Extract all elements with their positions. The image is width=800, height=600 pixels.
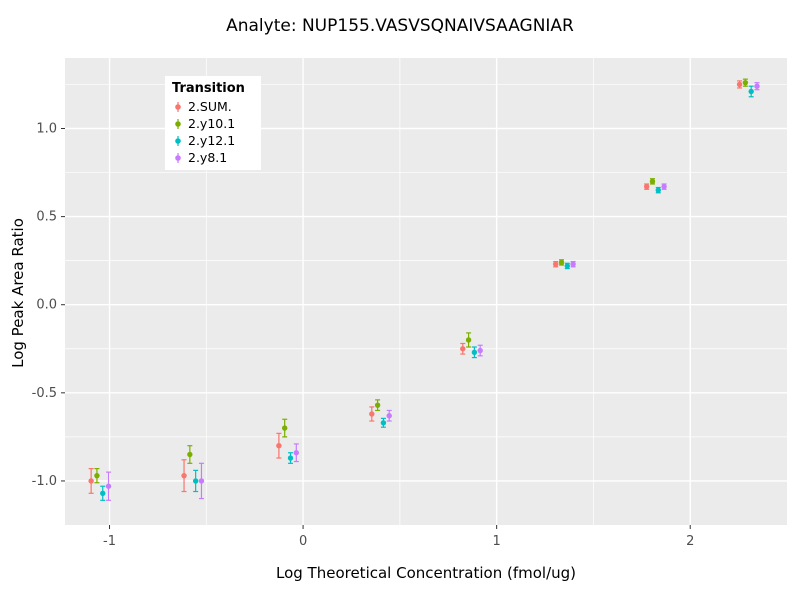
data-point [181,472,187,479]
data-point [281,425,288,431]
data-point [386,413,392,419]
data-point [655,187,661,193]
data-point [369,411,375,417]
y-tick-label: 1.0 [36,121,57,136]
data-point [192,478,199,484]
legend-box [165,76,261,170]
data-point [552,261,559,267]
legend-item-label: 2.y8.1 [188,150,227,165]
data-point [100,490,106,496]
x-tick-label: 0 [299,534,307,549]
data-point [88,478,94,484]
data-point [661,183,667,190]
data-point [558,259,565,266]
data-point [748,88,754,95]
x-tick-label: 2 [686,534,694,549]
data-point [105,483,112,489]
x-axis-title: Log Theoretical Concentration (fmol/ug) [275,564,577,582]
y-tick-label: 0.5 [36,210,57,225]
data-point [374,402,381,408]
legend-key-point [175,138,181,144]
legend-key-point [175,104,181,110]
data-point [471,349,478,355]
data-point [293,450,300,456]
data-point [187,451,193,458]
data-point [754,83,760,89]
legend-item-label: 2.SUM. [188,99,232,114]
data-point [643,183,650,190]
data-point [477,347,483,354]
legend-key-point [175,155,181,161]
data-point [287,455,294,461]
x-tick-label: -1 [103,534,116,549]
data-point [380,420,387,426]
page-title: Analyte: NUP155.VASVSQNAIVSAAGNIAR [226,16,574,36]
data-point [736,81,743,88]
data-point [465,337,472,343]
y-axis-title: Log Peak Area Ratio [9,218,27,368]
y-tick-label: -1.0 [32,474,57,489]
data-point [564,263,571,269]
legend-title: Transition [172,81,245,96]
data-point [276,442,282,449]
data-point [198,478,205,484]
y-tick-label: -0.5 [32,386,57,401]
legend-item-label: 2.y12.1 [188,133,235,148]
legend-item-label: 2.y10.1 [188,116,235,131]
data-point [742,79,749,86]
legend-key-point [175,121,181,127]
data-point [460,346,466,352]
y-tick-label: 0.0 [36,298,57,313]
x-tick-label: 1 [493,534,501,549]
data-point [94,472,100,479]
data-point [649,178,656,185]
data-point [570,261,576,267]
